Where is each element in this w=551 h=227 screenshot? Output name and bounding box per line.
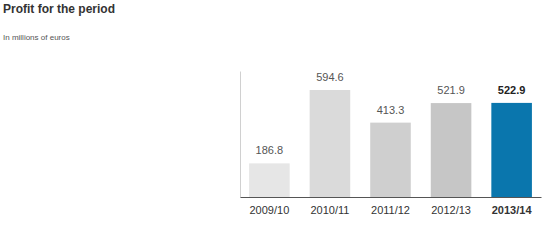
subtitle: In millions of euros bbox=[3, 33, 70, 42]
x-tick-label: 2011/12 bbox=[371, 204, 410, 216]
data-label: 594.6 bbox=[316, 71, 344, 83]
data-label: 413.3 bbox=[377, 104, 405, 116]
x-axis: 2009/10 2010/11 2011/12 2012/13 2013/14 bbox=[241, 197, 542, 216]
y-axis bbox=[240, 72, 241, 198]
data-label: 522.9 bbox=[498, 84, 526, 96]
bar bbox=[431, 103, 472, 197]
x-tick-label: 2013/14 bbox=[492, 204, 533, 216]
bar bbox=[491, 103, 532, 197]
data-labels: 186.8 594.6 413.3 521.9 522.9 bbox=[256, 71, 526, 156]
x-tick-label: 2012/13 bbox=[431, 204, 471, 216]
x-tick: 2010/11 bbox=[310, 197, 349, 216]
bars bbox=[249, 90, 532, 197]
bar bbox=[249, 163, 290, 197]
title: Profit for the period bbox=[3, 2, 115, 16]
x-tick: 2012/13 bbox=[431, 197, 471, 216]
x-tick: 2009/10 bbox=[249, 197, 289, 216]
data-label: 186.8 bbox=[256, 144, 284, 156]
x-tick-label: 2009/10 bbox=[249, 204, 289, 216]
y-axis-line bbox=[240, 72, 241, 198]
x-tick-label: 2010/11 bbox=[310, 204, 349, 216]
x-tick: 2013/14 bbox=[492, 197, 533, 216]
data-label: 521.9 bbox=[437, 84, 465, 96]
x-axis-line bbox=[241, 197, 542, 198]
bar bbox=[370, 123, 411, 197]
x-tick: 2011/12 bbox=[371, 197, 410, 216]
bar bbox=[310, 90, 351, 197]
